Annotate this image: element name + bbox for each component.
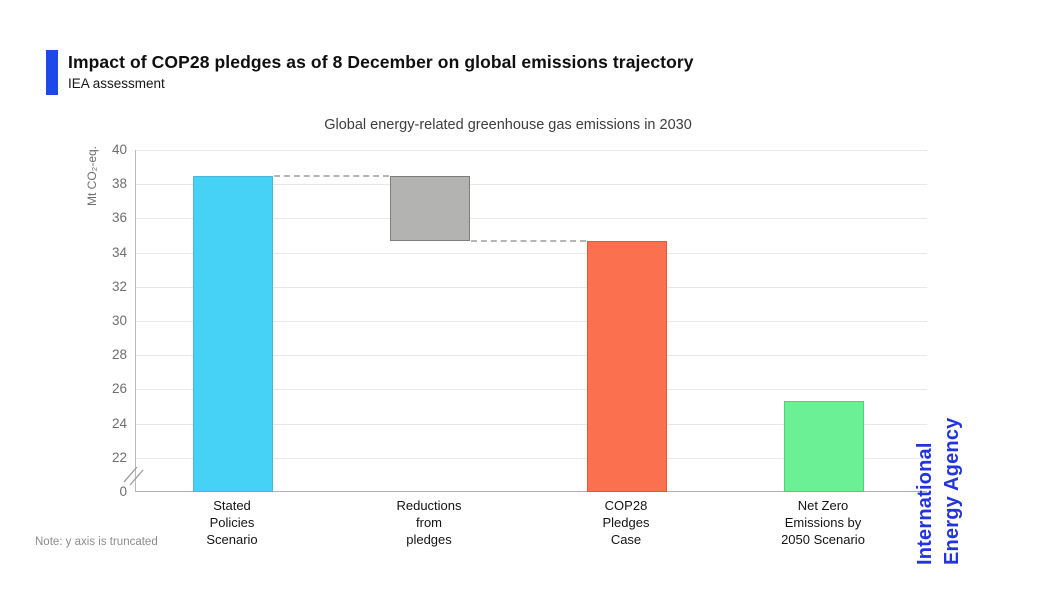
bar-stated-policies-scenario [193, 175, 273, 492]
title-accent-bar [46, 50, 58, 95]
x-label-cop28-pledges-case: COP28 Pledges Case [602, 498, 650, 547]
x-label-stated-policies-scenario: Stated Policies Scenario [206, 498, 258, 547]
x-label-reductions-from-pledges: Reductions from pledges [396, 498, 462, 547]
chart-note: Note: y axis is truncated [35, 536, 158, 548]
gridline-22 [136, 457, 927, 459]
iea-logotype-line2: Energy Agency [941, 417, 963, 565]
gridline-26 [136, 389, 927, 391]
axis-break-icon [123, 466, 144, 486]
gridline-32 [136, 286, 927, 288]
y-tick-36: 36 [111, 210, 127, 226]
connector-dashed-line [471, 239, 586, 242]
y-tick-22: 22 [111, 449, 127, 465]
gridline-34 [136, 252, 927, 254]
bar-reductions-from-pledges [390, 175, 470, 241]
gridline-30 [136, 321, 927, 322]
plot-area [135, 150, 927, 492]
gridline-28 [136, 355, 927, 357]
bar-net-zero-emissions-by-2050-scenario [784, 401, 864, 492]
chart-title: Global energy-related greenhouse gas emi… [324, 117, 692, 133]
y-tick-28: 28 [111, 347, 127, 363]
x-label-net-zero-emissions-by-2050-scenario: Net Zero Emissions by 2050 Scenario [781, 498, 865, 547]
y-tick-38: 38 [111, 176, 127, 192]
y-tick-26: 26 [111, 381, 127, 397]
y-tick-32: 32 [111, 278, 127, 294]
gridline-36 [136, 218, 927, 220]
x-axis-line [136, 491, 927, 492]
gridline-40 [136, 150, 927, 151]
connector-dashed-line [274, 174, 389, 177]
gridline-38 [136, 184, 927, 186]
gridline-24 [136, 423, 927, 425]
y-tick-30: 30 [111, 313, 127, 328]
page-title: Impact of COP28 pledges as of 8 December… [68, 52, 694, 72]
y-tick-34: 34 [111, 244, 127, 260]
iea-logotype: International Energy Agency [912, 389, 968, 565]
y-tick-40: 40 [111, 142, 127, 157]
bar-cop28-pledges-case [587, 240, 667, 492]
y-tick-24: 24 [111, 415, 127, 431]
page-subtitle: IEA assessment [68, 76, 165, 91]
y-tick-0: 0 [119, 484, 127, 499]
